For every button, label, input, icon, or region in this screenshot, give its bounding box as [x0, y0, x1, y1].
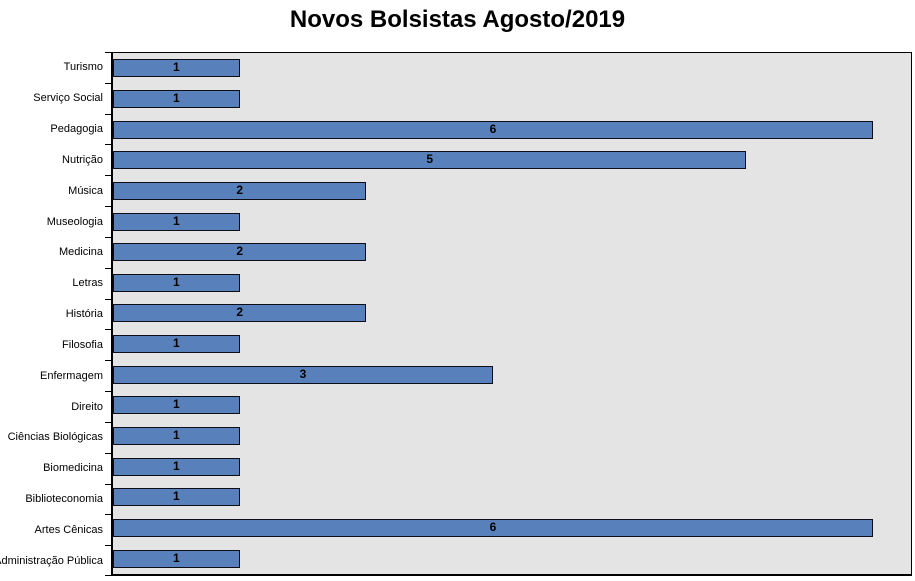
category-axis-ticks	[105, 52, 111, 576]
bar-value-label: 1	[172, 397, 180, 412]
axis-tick	[105, 267, 111, 269]
bar: 2	[113, 181, 367, 200]
bar-value-label: 1	[172, 428, 180, 442]
axis-tick	[105, 452, 111, 454]
category-label: Serviço Social	[33, 92, 103, 105]
bar-row: 2	[113, 237, 911, 268]
bar-value-label: 1	[172, 90, 180, 105]
bar-row: 6	[113, 114, 911, 145]
category-label: Nutrição	[62, 153, 103, 166]
bar: 6	[113, 518, 873, 537]
bar: 2	[113, 304, 367, 323]
bar-value-label: 2	[236, 244, 243, 259]
bar-row: 1	[113, 329, 911, 360]
category-label: Artes Cênicas	[34, 523, 103, 536]
axis-tick	[105, 483, 111, 485]
category-label: Filosofia	[62, 338, 103, 351]
bar: 1	[113, 396, 240, 415]
bar-value-label: 1	[172, 458, 180, 473]
bar: 1	[113, 427, 240, 445]
axis-tick	[105, 575, 111, 576]
bar-value-label: 1	[172, 274, 180, 289]
bar-row: 5	[113, 145, 911, 176]
bar: 1	[113, 59, 240, 78]
bar-row: 1	[113, 482, 911, 513]
bar-value-label: 2	[236, 182, 243, 197]
bar-row: 1	[113, 267, 911, 298]
axis-tick	[105, 82, 111, 84]
axis-tick	[105, 421, 111, 423]
bar: 1	[113, 273, 240, 292]
axis-tick	[105, 391, 111, 393]
category-label: Biblioteconomia	[25, 493, 103, 505]
bar-value-label: 1	[172, 60, 180, 75]
bar-row: 2	[113, 298, 911, 329]
bar: 1	[113, 335, 240, 354]
axis-tick	[105, 514, 111, 516]
bar-row: 1	[113, 421, 911, 452]
bar: 1	[113, 488, 240, 507]
axis-tick	[105, 329, 111, 331]
bar-value-label: 1	[172, 489, 180, 504]
bar: 5	[113, 151, 747, 170]
bar-row: 1	[113, 390, 911, 421]
category-label: Enfermagem	[40, 369, 103, 382]
category-label: Medicina	[58, 246, 103, 259]
category-label: Museologia	[46, 215, 103, 228]
axis-tick	[105, 298, 111, 300]
category-label: Administração Pública	[0, 554, 103, 567]
bar-row: 1	[113, 543, 911, 574]
category-label: Pedagogia	[50, 123, 103, 136]
category-label: Direito	[71, 400, 103, 413]
bar-row: 2	[113, 176, 911, 207]
axis-tick	[105, 52, 111, 53]
bar-row: 1	[113, 206, 911, 237]
bar: 6	[113, 120, 873, 139]
axis-tick	[105, 113, 111, 115]
bar: 1	[113, 457, 240, 476]
bar: 1	[113, 212, 240, 231]
bar-value-label: 3	[299, 366, 307, 381]
bar-row: 3	[113, 359, 911, 390]
axis-tick	[105, 360, 111, 362]
bar-row: 6	[113, 513, 911, 544]
bar-value-label: 6	[489, 121, 497, 136]
bar-value-label: 1	[172, 213, 180, 228]
axis-tick	[105, 206, 111, 208]
bar: 3	[113, 365, 493, 384]
bar: 1	[113, 549, 240, 568]
bar-row: 1	[113, 84, 911, 115]
bar-value-label: 2	[236, 305, 243, 320]
bar-value-label: 1	[172, 550, 180, 565]
bar-row: 1	[113, 451, 911, 482]
category-axis-labels: Turismo Serviço Social Pedagogia Nutrição Mú…	[0, 52, 103, 576]
chart-title: Novos Bolsistas Agosto/2019	[289, 6, 626, 33]
category-label: História	[65, 308, 103, 321]
category-label: Turismo	[63, 61, 103, 74]
category-label: Biomedicina	[43, 462, 103, 475]
bar-value-label: 1	[172, 336, 180, 351]
axis-tick	[105, 144, 111, 146]
axis-tick	[105, 236, 111, 238]
category-label: Música	[68, 184, 103, 197]
category-label: Ciências Biológicas	[7, 431, 103, 444]
category-label: Letras	[72, 277, 103, 290]
axis-tick	[105, 175, 111, 177]
bar: 2	[113, 243, 367, 262]
bar-value-label: 6	[489, 519, 497, 534]
bar: 1	[113, 89, 240, 108]
bar-row: 1	[113, 53, 911, 84]
axis-tick	[105, 545, 111, 547]
bar-value-label: 5	[426, 152, 433, 167]
